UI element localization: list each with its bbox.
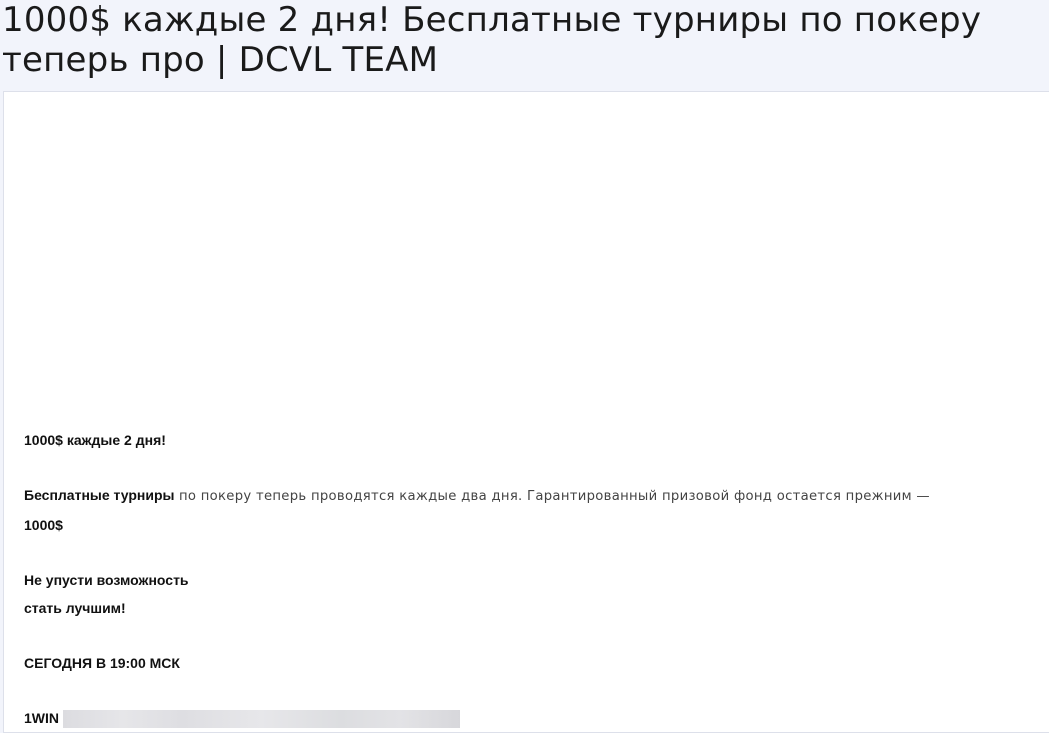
page-title: 1000$ каждые 2 дня! Бесплатные турниры п… (2, 0, 982, 80)
cta-line-2: стать лучшим! (24, 600, 126, 616)
blurred-link[interactable] (63, 710, 460, 729)
para-text: по покеру теперь проводятся каждые два д… (174, 489, 930, 504)
brand-name: 1WIN (24, 710, 59, 726)
prize-amount: 1000$ (24, 517, 63, 533)
post-headline: 1000$ каждые 2 дня! (24, 432, 166, 448)
event-time: СЕГОДНЯ В 19:00 МСК (24, 655, 180, 671)
post-content: 1000$ каждые 2 дня! Бесплатные турниры п… (24, 426, 1049, 732)
post-card: 1000$ каждые 2 дня! Бесплатные турниры п… (3, 91, 1049, 733)
cta-line-1: Не упусти возможность (24, 572, 189, 588)
media-placeholder (4, 92, 1049, 412)
para-bold: Бесплатные турниры (24, 487, 175, 503)
